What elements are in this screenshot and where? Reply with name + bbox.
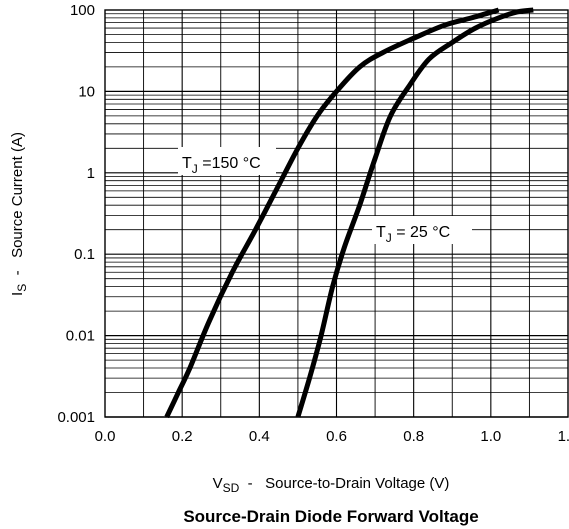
x-tick-label: 0.2 — [172, 428, 193, 445]
y-tick-label: 0.1 — [74, 246, 95, 263]
y-tick-label: 10 — [78, 83, 95, 100]
x-tick-label: 0.6 — [326, 428, 347, 445]
y-tick-labels: 0.001 0.01 0.1 1 10 100 — [57, 2, 95, 426]
annotations: TJ =150 °C TJ = 25 °C — [178, 147, 472, 245]
x-tick-label: 1.2 — [558, 428, 569, 445]
plot-frame — [104, 9, 569, 418]
y-tick-label: 0.001 — [57, 409, 95, 426]
x-tick-label: 0.8 — [403, 428, 424, 445]
series-line-2 — [295, 7, 534, 418]
x-tick-label: 0.0 — [95, 428, 116, 445]
chart-title: Source-Drain Diode Forward Voltage — [183, 507, 478, 526]
y-axis-label: IS - Source Current (A) — [9, 132, 29, 296]
annotation-box — [372, 216, 472, 244]
annotation-box — [178, 147, 276, 175]
series-group — [164, 7, 534, 419]
x-tick-label: 0.4 — [249, 428, 270, 445]
x-tick-label: 1.0 — [480, 428, 501, 445]
y-tick-label: 1 — [87, 165, 95, 182]
series-line-1 — [164, 7, 500, 419]
y-tick-label: 100 — [70, 2, 95, 19]
series-annotation-1: TJ =150 °C — [182, 155, 261, 176]
x-axis-label: VSD - Source-to-Drain Voltage (V) — [213, 475, 450, 495]
x-tick-labels: 0.0 0.2 0.4 0.6 0.8 1.0 1.2 — [95, 428, 569, 445]
series-annotation-2: TJ = 25 °C — [376, 224, 450, 245]
grid — [105, 10, 568, 418]
y-tick-label: 0.01 — [66, 328, 95, 345]
